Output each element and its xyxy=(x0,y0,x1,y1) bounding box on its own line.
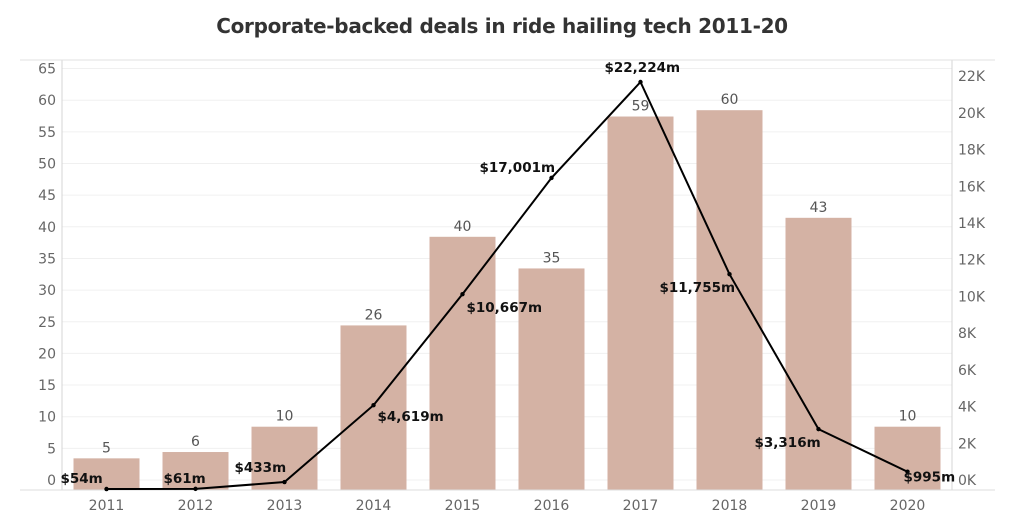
bar-2019 xyxy=(785,217,852,490)
funding-value-label: $54m xyxy=(61,471,103,487)
funding-value-label: $433m xyxy=(235,460,287,476)
x-tick-label: 2016 xyxy=(534,498,570,514)
funding-point-2011 xyxy=(104,486,109,492)
funding-value-label: $3,316m xyxy=(755,435,821,451)
chart-title: Corporate-backed deals in ride hailing t… xyxy=(216,14,788,38)
bar-2012 xyxy=(162,452,229,490)
funding-point-2018 xyxy=(727,271,732,277)
y-right-tick-label: 22K xyxy=(958,69,986,85)
y-right-tick-label: 20K xyxy=(958,106,986,122)
y-left-tick-label: 55 xyxy=(38,125,56,141)
gridlines xyxy=(62,68,952,481)
bar-value-label: 40 xyxy=(454,219,472,235)
y-left-tick-label: 40 xyxy=(38,220,56,236)
funding-value-label: $11,755m xyxy=(660,280,736,296)
y-left-tick-label: 0 xyxy=(47,473,56,489)
funding-point-2019 xyxy=(816,426,821,432)
axes: 051015202530354045505560650K2K4K6K8K10K1… xyxy=(20,59,995,514)
funding-point-2016 xyxy=(549,175,554,181)
bar-value-label: 35 xyxy=(543,250,561,266)
bars xyxy=(73,110,941,490)
y-right-tick-label: 2K xyxy=(958,436,977,452)
bar-2018 xyxy=(696,110,763,490)
x-tick-label: 2020 xyxy=(890,498,926,514)
y-left-tick-label: 10 xyxy=(38,410,56,426)
funding-point-2015 xyxy=(460,291,465,297)
x-tick-label: 2019 xyxy=(801,498,837,514)
funding-point-2012 xyxy=(193,486,198,492)
funding-point-2014 xyxy=(371,403,376,408)
y-left-tick-label: 30 xyxy=(38,283,56,299)
funding-value-label: $17,001m xyxy=(480,160,556,176)
funding-value-label: $61m xyxy=(164,471,206,487)
y-left-tick-label: 15 xyxy=(38,378,56,394)
y-right-tick-label: 6K xyxy=(958,363,977,379)
y-left-tick-label: 25 xyxy=(38,315,56,331)
y-right-tick-label: 14K xyxy=(958,216,986,232)
bar-2014 xyxy=(340,325,407,490)
bar-value-label: 43 xyxy=(810,200,828,216)
funding-value-label: $10,667m xyxy=(467,300,543,316)
bar-value-label: 59 xyxy=(632,99,650,115)
y-right-tick-label: 16K xyxy=(958,179,986,195)
data-labels: 5 6 10 26 40 35 59 60 43 10 $54m $61m $433m $4,619m $1… xyxy=(61,60,956,487)
bar-value-label: 5 xyxy=(102,440,111,456)
bar-2015 xyxy=(429,236,496,490)
y-left-tick-label: 5 xyxy=(47,441,56,457)
bar-2013 xyxy=(251,426,318,490)
x-tick-label: 2015 xyxy=(445,498,481,514)
y-left-tick-label: 45 xyxy=(38,188,56,204)
y-right-tick-label: 0K xyxy=(958,473,977,489)
bar-2011 xyxy=(73,458,140,490)
bar-value-label: 10 xyxy=(899,409,917,425)
x-tick-label: 2017 xyxy=(623,498,659,514)
y-right-tick-label: 18K xyxy=(958,143,986,159)
funding-point-2020 xyxy=(905,469,910,474)
y-left-tick-label: 65 xyxy=(38,62,56,78)
y-left-tick-label: 60 xyxy=(38,93,56,109)
y-left-tick-label: 20 xyxy=(38,346,56,362)
bar-2016 xyxy=(518,268,585,490)
x-tick-label: 2018 xyxy=(712,498,748,514)
y-right-tick-label: 4K xyxy=(958,400,977,416)
y-right-tick-label: 10K xyxy=(958,289,986,305)
y-right-tick-label: 8K xyxy=(958,326,977,342)
x-tick-label: 2012 xyxy=(178,498,214,514)
bar-2017 xyxy=(607,116,674,490)
funding-value-label: $995m xyxy=(904,470,956,486)
x-tick-label: 2013 xyxy=(267,498,303,514)
funding-point-2013 xyxy=(282,479,287,485)
x-tick-label: 2011 xyxy=(89,498,125,514)
bar-2020 xyxy=(874,426,941,490)
funding-line xyxy=(104,79,910,492)
bar-value-label: 26 xyxy=(365,307,383,323)
y-left-tick-label: 35 xyxy=(38,251,56,267)
bar-value-label: 10 xyxy=(276,409,294,425)
funding-value-label: $4,619m xyxy=(378,409,444,425)
y-left-tick-label: 50 xyxy=(38,157,56,173)
funding-value-label: $22,224m xyxy=(605,60,681,76)
funding-line-path xyxy=(106,80,908,491)
x-tick-label: 2014 xyxy=(356,498,392,514)
funding-point-2017 xyxy=(638,79,643,85)
bar-value-label: 6 xyxy=(191,434,200,450)
bar-value-label: 60 xyxy=(721,92,739,108)
y-right-tick-label: 12K xyxy=(958,253,986,269)
